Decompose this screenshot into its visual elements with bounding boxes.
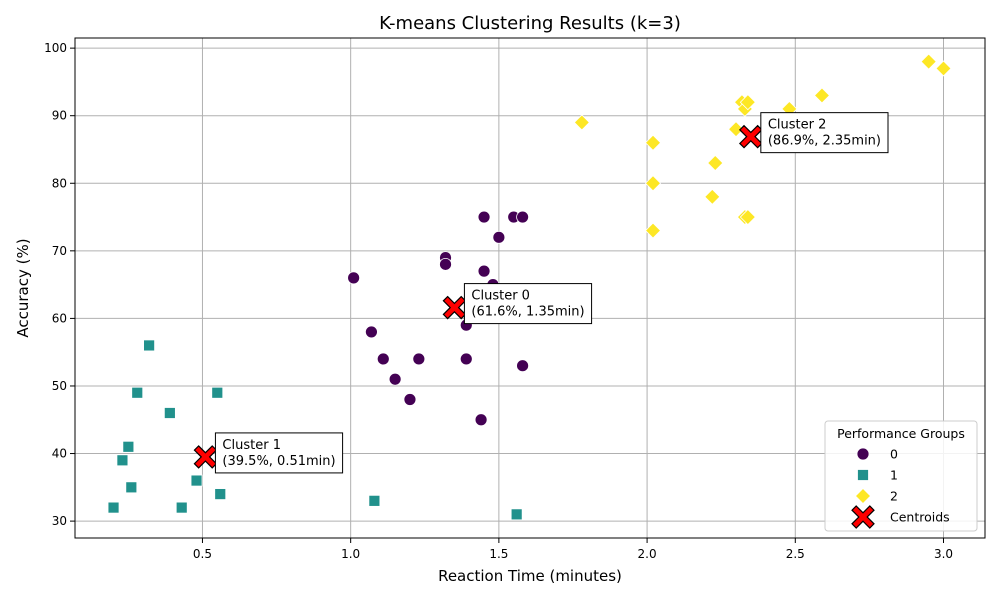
- x-tick-label: 2.0: [638, 547, 657, 561]
- chart-title: K-means Clustering Results (k=3): [379, 13, 681, 34]
- data-point: [412, 352, 426, 366]
- x-tick-label: 0.5: [193, 547, 212, 561]
- annotation-box: [463, 283, 593, 325]
- legend-marker: [856, 447, 870, 461]
- legend-marker: [857, 469, 869, 481]
- data-point: [131, 386, 144, 399]
- annotation-title: Cluster 1: [222, 438, 281, 453]
- legend-label: 0: [890, 447, 898, 462]
- data-point: [403, 393, 417, 406]
- data-point: [739, 208, 756, 226]
- data-point: [439, 257, 452, 271]
- data-point: [214, 488, 227, 500]
- data-point: [516, 359, 529, 373]
- x-tick-label: 1.5: [489, 547, 508, 561]
- data-point: [122, 440, 135, 453]
- y-tick-label: 50: [52, 379, 67, 393]
- legend-label: Centroids: [890, 510, 950, 525]
- centroid-marker: [738, 124, 763, 149]
- data-point: [813, 87, 831, 104]
- data-point: [474, 413, 488, 427]
- data-point: [175, 501, 188, 514]
- annotation-title: Cluster 2: [768, 118, 827, 133]
- data-point: [644, 134, 662, 151]
- y-tick-label: 100: [44, 41, 67, 55]
- y-tick-label: 30: [52, 514, 67, 528]
- data-point: [107, 501, 120, 514]
- data-point: [573, 114, 590, 131]
- y-tick-label: 80: [52, 176, 67, 190]
- data-point: [510, 508, 523, 521]
- x-tick-label: 2.5: [786, 547, 805, 561]
- y-tick-label: 60: [52, 311, 67, 325]
- annotation-detail: (61.6%, 1.35min): [471, 305, 584, 320]
- legend[interactable]: Performance Groups 0 1 2 Centroids: [824, 420, 978, 532]
- x-tick-label: 1.0: [341, 547, 360, 561]
- data-point: [516, 210, 529, 224]
- y-tick-label: 70: [52, 244, 67, 258]
- cluster-annotation: Cluster 0(61.6%, 1.35min): [463, 283, 593, 325]
- data-point: [368, 494, 381, 507]
- data-point: [935, 60, 952, 77]
- data-point: [707, 154, 724, 172]
- legend-item[interactable]: 2: [854, 487, 898, 505]
- data-point: [143, 339, 156, 352]
- annotation-detail: (86.9%, 2.35min): [768, 134, 881, 149]
- annotations: Cluster 0(61.6%, 1.35min) Cluster 1(39.5%…: [214, 112, 889, 474]
- data-point: [365, 325, 378, 339]
- x-tick-label: 3.0: [934, 547, 953, 561]
- legend-item[interactable]: 0: [856, 447, 898, 462]
- annotation-detail: (39.5%, 0.51min): [222, 454, 335, 469]
- data-point: [477, 264, 491, 278]
- data-point: [163, 407, 176, 419]
- data-point: [376, 352, 390, 366]
- axis-ticks: 0.5 1.0 1.5 2.0 2.5 3.0 30 40 50 60 70 80 90 100: [44, 41, 953, 561]
- data-point: [704, 188, 721, 205]
- data-point: [211, 386, 224, 399]
- y-axis-label: Accuracy (%): [14, 238, 32, 337]
- legend-marker: [851, 505, 875, 529]
- data-point: [190, 474, 203, 487]
- data-point: [739, 94, 756, 111]
- cluster-annotation: Cluster 2(86.9%, 2.35min): [760, 112, 889, 154]
- cluster-annotation: Cluster 1(39.5%, 0.51min): [214, 432, 344, 474]
- data-point: [347, 271, 361, 285]
- centroid-marker: [193, 445, 218, 469]
- legend-item[interactable]: Centroids: [851, 505, 950, 529]
- legend-label: 2: [890, 489, 898, 504]
- data-point: [477, 210, 491, 224]
- annotation-title: Cluster 0: [471, 289, 530, 304]
- data-point: [459, 352, 473, 366]
- legend-title: Performance Groups: [837, 426, 965, 441]
- data-point: [125, 481, 138, 494]
- x-axis-label: Reaction Time (minutes): [438, 567, 622, 585]
- y-tick-label: 90: [52, 109, 67, 123]
- series-1: [107, 339, 523, 521]
- legend-item[interactable]: 1: [857, 468, 898, 483]
- plot-frame: [74, 37, 986, 539]
- data-point: [116, 454, 129, 467]
- data-point: [492, 230, 506, 244]
- series-centroids: [193, 124, 763, 469]
- data-point: [644, 175, 662, 192]
- data-point: [388, 372, 402, 386]
- y-tick-label: 40: [52, 447, 67, 461]
- centroid-marker: [442, 295, 467, 320]
- annotation-box: [214, 432, 344, 474]
- data-point: [644, 222, 662, 239]
- legend-label: 1: [890, 468, 898, 483]
- annotation-box: [760, 112, 889, 154]
- data-point: [727, 121, 745, 138]
- legend-marker: [854, 487, 872, 505]
- data-point: [920, 53, 937, 70]
